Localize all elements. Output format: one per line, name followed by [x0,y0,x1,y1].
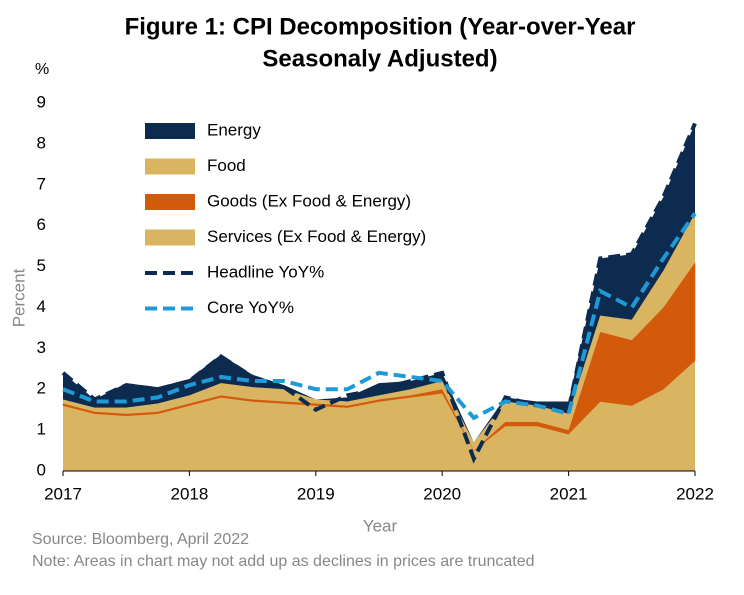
y-tick-label: 5 [37,256,46,275]
x-tick-label: 2018 [170,484,208,503]
x-axis-label: Year [363,516,398,535]
x-tick-label: 2020 [423,484,461,503]
y-tick-label: 4 [37,297,46,316]
y-tick-label: 6 [37,215,46,234]
legend-label: Services (Ex Food & Energy) [207,227,426,246]
y-tick-label: 0 [37,460,46,479]
y-tick-label: 2 [37,379,46,398]
y-axis-label: Percent [9,268,28,327]
y-tick-label: 9 [37,92,46,111]
legend-swatch [145,158,195,175]
area [62,261,696,451]
y-unit: % [35,61,49,78]
legend-swatch [145,123,195,139]
line [62,212,697,421]
y-tick-label: 1 [37,420,46,439]
area [63,360,695,471]
x-tick-label: 2022 [676,484,714,503]
area [63,123,695,443]
legend-label: Energy [207,120,261,139]
x-tick-label: 2019 [297,484,335,503]
x-tick-label: 2021 [550,484,588,503]
legend-label: Headline YoY% [207,262,324,281]
y-tick-label: 7 [37,174,46,193]
y-tick-label: 8 [37,133,46,152]
note: Note: Areas in chart may not add up as d… [32,553,535,570]
line [61,122,697,464]
legend-label: Food [207,156,246,175]
source: Source: Bloomberg, April 2022 [32,531,249,548]
x-tick-label: 2017 [44,484,82,503]
legend-swatch [145,194,195,210]
chart-title: Seasonaly Adjusted) [262,45,497,72]
chart-title: Figure 1: CPI Decomposition (Year-over-Y… [125,13,636,40]
legend-label: Core YoY% [207,298,294,317]
legend-swatch [145,229,195,246]
legend-label: Goods (Ex Food & Energy) [207,191,411,210]
y-tick-label: 3 [37,338,46,357]
area [63,213,695,451]
